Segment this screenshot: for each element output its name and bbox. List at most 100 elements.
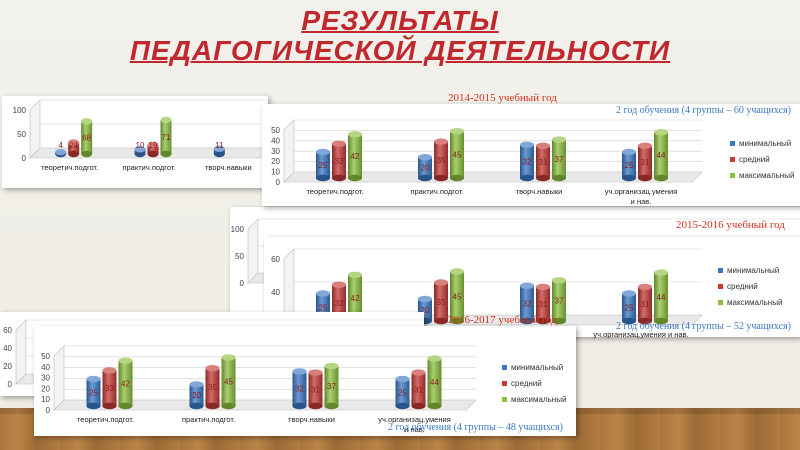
year-label-2016-2017: 2016-2017 учебный год — [448, 314, 557, 326]
bar-0-0 — [86, 375, 101, 410]
bar-1-3 — [638, 142, 652, 182]
chart-panel-2016-2017-front: 50 40 30 20 10 0 25 33 42 теоретич.подгот. 20 35 45 п… — [34, 326, 576, 436]
data-label: 11 — [215, 141, 224, 150]
chart-side-wall — [29, 99, 41, 159]
data-label: 35 — [437, 298, 446, 307]
y-tick-label: 0 — [8, 380, 13, 389]
data-label: 19 — [149, 141, 158, 150]
bar-2-0 — [348, 131, 362, 182]
chart-panel-2014-2015-front: 50 40 30 20 10 0 25 33 42 теоретич.подгот. 20 35 45 п… — [262, 104, 800, 206]
bar-2-2 — [552, 136, 566, 182]
bar-1-0 — [102, 367, 117, 410]
bar-2-3 — [654, 269, 668, 325]
data-label: 33 — [335, 157, 344, 166]
data-label: 71 — [162, 133, 171, 142]
data-label: 45 — [224, 378, 233, 387]
data-label: 44 — [430, 378, 439, 387]
bar-1-3 — [638, 283, 652, 325]
data-label: 42 — [121, 379, 130, 388]
y-tick-label: 100 — [13, 106, 27, 115]
bar-2-1 — [450, 268, 464, 325]
bar-0-2 — [520, 282, 534, 325]
y-tick-label: 20 — [3, 362, 12, 371]
bar-2-3 — [654, 129, 668, 182]
legend-label: максимальный — [739, 171, 794, 180]
data-label: 33 — [105, 384, 114, 393]
data-label: 31 — [311, 385, 320, 394]
y-tick-label: 40 — [271, 136, 280, 145]
category-label: практич.подгот. — [122, 163, 175, 172]
legend-swatch — [730, 157, 735, 162]
data-label: 37 — [555, 155, 564, 164]
legend-label: минимальный — [511, 363, 563, 372]
chart-side-wall — [15, 319, 27, 385]
category-label: и нав. — [404, 425, 425, 434]
data-label: 31 — [539, 158, 548, 167]
chart-side-wall — [53, 345, 65, 411]
y-tick-label: 0 — [276, 178, 281, 187]
y-tick-label: 50 — [17, 130, 26, 139]
bar-1-2 — [308, 369, 323, 410]
data-label: 25 — [625, 161, 634, 170]
category-label: практич.подгот. — [182, 415, 235, 424]
bar-1-1 — [434, 279, 448, 325]
bar-2-0 — [81, 118, 93, 158]
bar-0-3 — [622, 148, 636, 182]
bar-1-2 — [536, 142, 550, 182]
data-label: 4 — [58, 141, 63, 150]
category-label: теоретич.подгот. — [306, 187, 363, 196]
data-label: 32 — [295, 385, 304, 394]
bar-2-1 — [221, 354, 236, 410]
data-label: 37 — [327, 382, 336, 391]
slide-title-line1: РЕЗУЛЬТАТЫ — [301, 5, 499, 36]
legend-label: средний — [739, 155, 770, 164]
bar-1-1 — [434, 138, 448, 182]
bar-0-3 — [622, 290, 636, 325]
legend-label: средний — [727, 282, 758, 291]
bar-0-3 — [395, 375, 410, 410]
category-label: уч.организац.умения — [378, 415, 451, 424]
data-label: 35 — [208, 383, 217, 392]
bar-1-1 — [147, 141, 159, 158]
bar-2-1 — [450, 128, 464, 182]
y-tick-label: 30 — [41, 374, 50, 383]
chart-panel-2014-2015-back: 100 50 0 4 24 68 теоретич.подгот. 10 19 71 практич… — [2, 96, 271, 188]
y-tick-label: 30 — [271, 147, 280, 156]
data-label: 68 — [82, 134, 91, 143]
category-label: уч.организац.умения — [605, 187, 678, 196]
bar-0-1 — [418, 154, 432, 182]
data-label: 25 — [319, 161, 328, 170]
legend-swatch — [730, 141, 735, 146]
category-label: теоретич.подгот. — [77, 415, 134, 424]
group-label-2014-2015: 2 год обучения (4 группы – 60 учащихся) — [616, 105, 791, 116]
data-label: 31 — [539, 300, 548, 309]
chart-side-wall — [247, 218, 259, 284]
y-tick-label: 0 — [46, 406, 51, 415]
y-tick-label: 20 — [41, 384, 50, 393]
category-label: творч.навыки — [516, 187, 563, 196]
y-tick-label: 0 — [240, 279, 245, 288]
y-tick-label: 100 — [231, 225, 245, 234]
bar-1-2 — [536, 283, 550, 325]
legend-label: максимальный — [511, 395, 566, 404]
slide-title: РЕЗУЛЬТАТЫ ПЕДАГОГИЧЕСКОЙ ДЕЯТЕЛЬНОСТИ — [0, 6, 800, 66]
bar-0-2 — [520, 141, 534, 182]
legend-swatch — [718, 284, 723, 289]
data-label: 45 — [453, 151, 462, 160]
category-label: творч.навыки — [288, 415, 335, 424]
y-tick-label: 60 — [271, 255, 280, 264]
category-label: творч.навыки — [205, 163, 252, 172]
y-tick-label: 60 — [3, 326, 12, 335]
y-tick-label: 40 — [41, 363, 50, 372]
bar-2-2 — [324, 362, 339, 410]
data-label: 25 — [625, 303, 634, 312]
bar-2-3 — [427, 355, 442, 410]
data-label: 20 — [421, 306, 430, 315]
data-label: 45 — [453, 292, 462, 301]
data-label: 25 — [319, 303, 328, 312]
legend-label: минимальный — [727, 266, 779, 275]
bar-1-3 — [411, 369, 426, 410]
data-label: 33 — [335, 299, 344, 308]
y-tick-label: 50 — [271, 126, 280, 135]
